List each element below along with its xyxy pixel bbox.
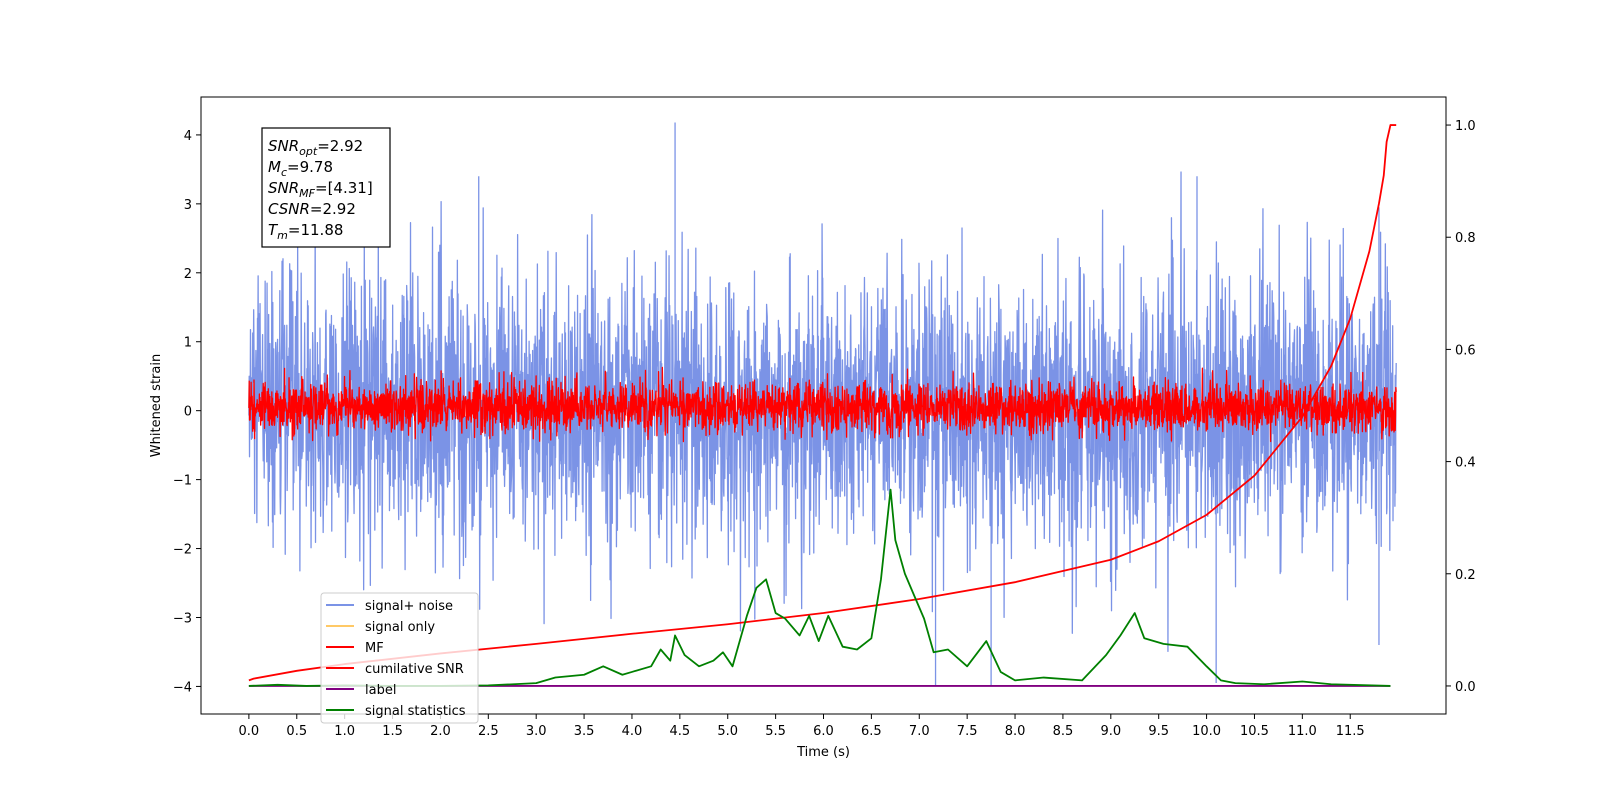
x-tick-label: 0.0: [239, 724, 260, 739]
y-tick-label: −4: [173, 680, 192, 695]
axes: 0.0 0.5 1.0 1.5 2.0 2.5 3.0 3.5 4.0 4.5 5.0 5.5 6.0 6…: [173, 96, 1476, 739]
legend-label: cumilative SNR: [365, 662, 464, 677]
x-tick-label: 3.0: [526, 724, 547, 739]
x-tick-label: 6.0: [813, 724, 834, 739]
x-tick-label: 11.5: [1336, 724, 1365, 739]
x-tick-label: 2.5: [478, 724, 499, 739]
legend-label: label: [365, 683, 396, 698]
x-tick-label: 7.5: [957, 724, 978, 739]
series-signal-statistics: [248, 488, 1391, 687]
annotation-line: SNRopt=2.92: [268, 137, 363, 158]
y2-tick-label: 0.4: [1455, 456, 1476, 471]
legend-label: signal+ noise: [365, 599, 453, 614]
annotation-line: SNRMF=[4.31]: [268, 179, 373, 200]
plot-area: [248, 122, 1397, 687]
legend: signal+ noise signal only MF cumilative SNR…: [320, 592, 479, 724]
x-tick-label: 5.5: [765, 724, 786, 739]
legend-label: signal only: [365, 620, 435, 635]
x-tick-label: 0.5: [286, 724, 307, 739]
x-tick-label: 8.5: [1053, 724, 1074, 739]
y2-tick-label: 0.6: [1455, 343, 1476, 358]
x-tick-label: 8.0: [1005, 724, 1026, 739]
y-tick-label: 3: [184, 198, 192, 213]
x-tick-label: 4.0: [622, 724, 643, 739]
y2-tick-label: 0.2: [1455, 568, 1476, 583]
x-tick-label: 10.0: [1192, 724, 1221, 739]
y-tick-label: 1: [184, 336, 192, 351]
x-tick-label: 3.5: [574, 724, 595, 739]
x-tick-label: 1.5: [382, 724, 403, 739]
legend-label: signal statistics: [365, 704, 466, 719]
legend-label: MF: [365, 641, 384, 656]
y-tick-label: 4: [184, 129, 192, 144]
x-tick-label: 9.0: [1100, 724, 1121, 739]
y-tick-label: 0: [184, 405, 192, 420]
x-axis-title: Time (s): [796, 745, 850, 760]
y2-tick-label: 1.0: [1455, 119, 1476, 134]
x-tick-label: 6.5: [861, 724, 882, 739]
y-tick-label: −1: [173, 474, 192, 489]
annotation-line: Mc=9.78: [268, 158, 333, 179]
y-tick-label: −2: [173, 543, 192, 558]
x-tick-label: 4.5: [670, 724, 691, 739]
x-tick-label: 9.5: [1148, 724, 1169, 739]
y-tick-label: 2: [184, 267, 192, 282]
x-tick-label: 10.5: [1240, 724, 1269, 739]
series-signal-noise: [248, 122, 1397, 687]
y2-tick-label: 0.8: [1455, 231, 1476, 246]
x-tick-label: 2.0: [430, 724, 451, 739]
x-tick-label: 1.0: [334, 724, 355, 739]
y2-tick-label: 0.0: [1455, 680, 1476, 695]
x-tick-label: 5.0: [717, 724, 738, 739]
annotation-line: Tm=11.88: [268, 221, 343, 242]
series-mf: [248, 366, 1397, 443]
x-tick-label: 11.0: [1288, 724, 1317, 739]
legend-frame: [320, 592, 479, 724]
annotation-line: CSNR=2.92: [268, 200, 356, 218]
y-tick-label: −3: [173, 611, 192, 626]
annotation-frame: [261, 127, 391, 248]
y-axis-title: Whitened strain: [149, 354, 164, 457]
x-tick-label: 7.0: [909, 724, 930, 739]
